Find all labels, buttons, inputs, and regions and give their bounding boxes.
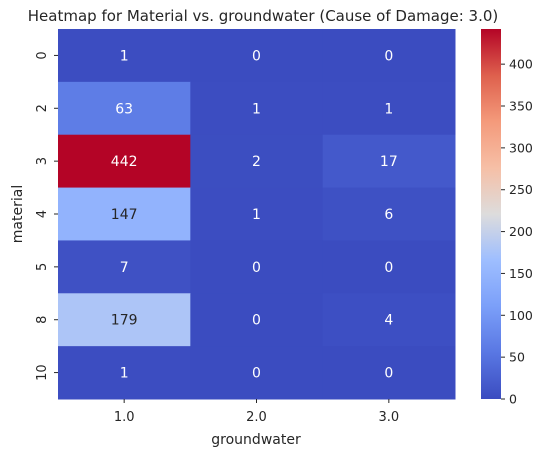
colorbar-tick-label: 100 [509,308,533,323]
heatmap-cell-label: 0 [384,260,393,276]
heatmap-cell-label: 4 [384,313,393,329]
y-tick-label: 5 [35,263,50,271]
heatmap-cell [58,134,191,189]
heatmap-cell [190,29,324,83]
heatmap-cell-label: 0 [384,366,393,382]
y-tick-label: 3 [35,157,50,165]
heatmap-cell [190,240,324,294]
x-tick-label: 1.0 [114,410,135,425]
heatmap-cell [58,29,191,83]
heatmap-cell-label: 0 [252,313,261,329]
heatmap-cell-label: 0 [252,260,261,276]
y-axis-ticks: 0 2 3 4 5 8 10 [35,51,58,381]
heatmap-cell [58,346,191,400]
y-axis-label: material [10,185,26,243]
heatmap-cell [190,293,324,347]
heatmap-cell [322,187,456,241]
heatmap-cell-label: 63 [115,101,133,117]
colorbar-tick-label: 0 [509,392,517,407]
y-tick-label: 10 [35,364,50,381]
heatmap-cell [322,346,456,400]
heatmap-cell-label: 2 [252,154,261,170]
heatmap-cell [58,187,191,241]
heatmap-cells: 1 0 0 63 1 1 442 2 17 147 1 6 7 0 0 179 0 4 1 0 0 [58,29,456,400]
x-tick-label: 3.0 [378,410,399,425]
heatmap-cell [190,134,324,189]
heatmap-cell [58,81,191,136]
colorbar-tick-label: 400 [509,57,533,72]
x-tick-label: 2.0 [246,410,267,425]
colorbar-tick-label: 150 [509,266,533,281]
heatmap-cell-label: 1 [120,48,129,64]
heatmap-cell [58,293,191,347]
heatmap-cell-label: 1 [252,207,261,223]
heatmap-cell-label: 7 [120,260,129,276]
heatmap-cell-label: 1 [252,101,261,117]
heatmap-cell-label: 0 [252,48,261,64]
colorbar-ticks: 0 50 100 150 200 250 300 350 400 [501,57,533,407]
heatmap-cell [322,293,456,347]
heatmap-cell [190,81,324,136]
heatmap-cell [322,240,456,294]
colorbar-tick-label: 350 [509,99,533,114]
heatmap-cell-label: 0 [384,48,393,64]
heatmap-cell [190,346,324,400]
heatmap-cell [322,134,456,189]
heatmap-cell-label: 1 [384,101,393,117]
y-tick-label: 2 [35,104,50,112]
heatmap-cell [322,29,456,83]
colorbar-tick-label: 200 [509,224,533,239]
heatmap-cell-label: 179 [111,313,138,329]
heatmap-cell [58,240,191,294]
heatmap-cell-label: 0 [252,366,261,382]
chart-title: Heatmap for Material vs. groundwater (Ca… [28,7,498,25]
heatmap-cell-label: 147 [111,207,138,223]
y-tick-label: 4 [35,210,50,218]
y-tick-label: 0 [35,51,50,59]
heatmap-cell-label: 6 [384,207,393,223]
y-tick-label: 8 [35,316,50,324]
x-axis-label: groundwater [211,432,301,448]
heatmap-cell-label: 17 [380,154,398,170]
colorbar-tick-label: 300 [509,140,533,155]
x-axis-ticks: 1.0 2.0 3.0 [114,399,399,425]
heatmap-cell-label: 1 [120,366,129,382]
heatmap-cell-label: 442 [111,154,138,170]
colorbar [481,29,501,399]
colorbar-tick-label: 50 [509,350,525,365]
heatmap-cell [190,187,324,241]
colorbar-tick-label: 250 [509,182,533,197]
heatmap-cell [322,81,456,136]
